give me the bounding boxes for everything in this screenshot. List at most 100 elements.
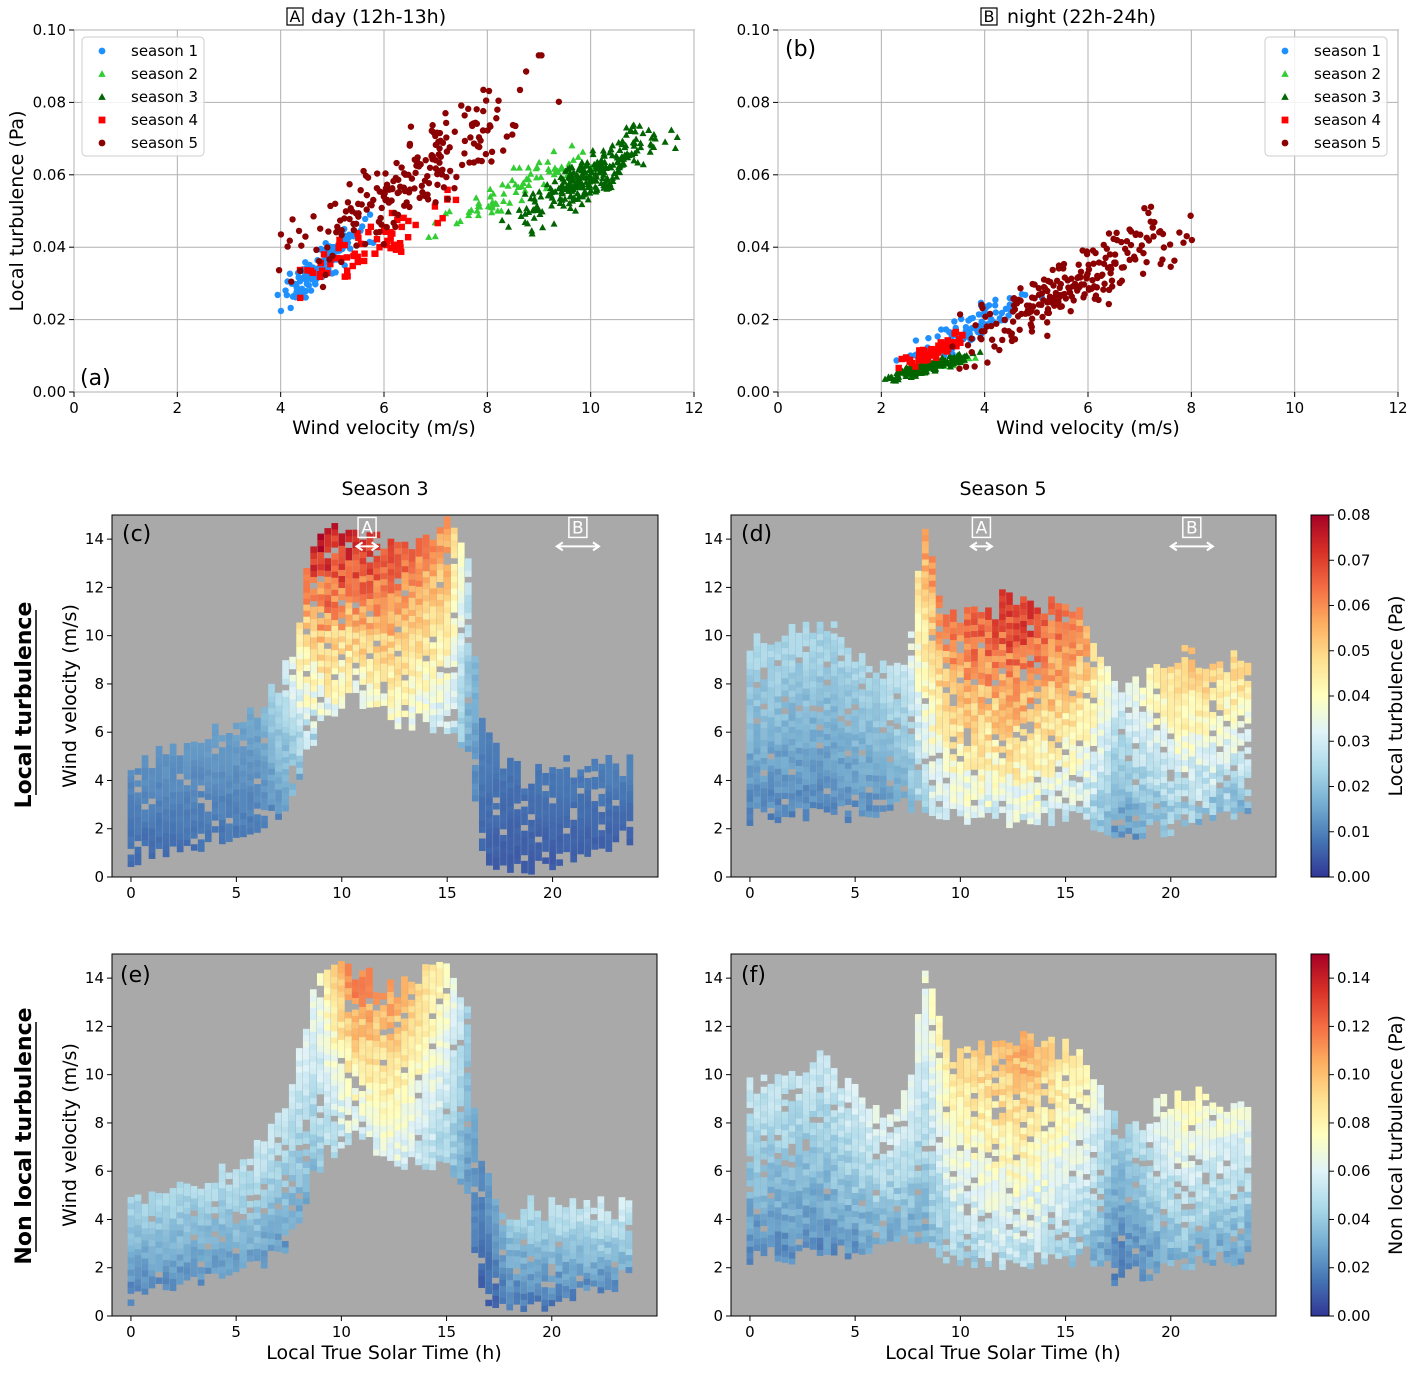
heatmap-cell bbox=[943, 656, 950, 664]
heatmap-cell bbox=[422, 594, 430, 602]
heatmap-cell bbox=[303, 712, 310, 720]
heatmap-cell bbox=[169, 834, 177, 841]
heatmap-cell bbox=[415, 640, 423, 648]
heatmap-cell bbox=[345, 553, 353, 561]
heatmap-cell bbox=[415, 604, 423, 611]
heatmap-cell bbox=[1188, 762, 1196, 769]
heatmap-cell bbox=[992, 727, 999, 735]
heatmap-cell bbox=[1195, 782, 1203, 789]
heatmap-cell bbox=[802, 808, 810, 816]
heatmap-cell bbox=[359, 569, 367, 577]
heatmap-cell bbox=[1244, 705, 1252, 712]
heatmap-cell bbox=[746, 771, 754, 778]
heatmap-cell bbox=[964, 721, 971, 729]
scatter-point bbox=[935, 345, 942, 352]
heatmap-cell bbox=[1041, 752, 1048, 759]
heatmap-cell bbox=[1069, 635, 1076, 643]
heatmap-cell bbox=[1090, 757, 1097, 765]
heatmap-cell bbox=[992, 673, 999, 681]
heatmap-cell bbox=[1167, 799, 1175, 806]
heatmap-cell bbox=[1048, 680, 1055, 688]
heatmap-cell bbox=[935, 613, 943, 621]
heatmap-cell bbox=[1090, 775, 1097, 783]
heatmap-cell bbox=[493, 772, 500, 780]
heatmap-cell bbox=[373, 616, 381, 623]
heatmap-cell bbox=[422, 715, 430, 723]
heatmap-cell bbox=[1202, 789, 1210, 796]
heatmap-cell bbox=[1132, 724, 1140, 732]
heatmap-cell bbox=[478, 796, 486, 803]
heatmap-cell bbox=[935, 619, 943, 627]
heatmap-cell bbox=[1041, 746, 1048, 753]
heatmap-cell bbox=[1125, 730, 1133, 738]
heatmap-cell bbox=[598, 799, 606, 807]
heatmap-cell bbox=[1202, 686, 1210, 694]
heatmap-cell bbox=[928, 797, 936, 804]
heatmap-cell bbox=[415, 652, 423, 660]
heatmap-cell bbox=[127, 854, 135, 861]
heatmap-cell bbox=[1139, 754, 1147, 761]
heatmap-cell bbox=[830, 645, 838, 652]
heatmap-cell bbox=[422, 643, 430, 650]
heatmap-cell bbox=[844, 774, 852, 781]
heatmap-cell bbox=[1104, 678, 1111, 685]
heatmap-cell bbox=[1097, 753, 1104, 760]
heatmap-cell bbox=[746, 777, 754, 784]
heatmap-cell bbox=[352, 547, 360, 555]
scatter-point bbox=[1111, 251, 1119, 258]
heatmap-cell bbox=[1146, 709, 1154, 717]
heatmap-cell bbox=[1160, 776, 1168, 784]
heatmap-cell bbox=[774, 762, 782, 769]
heatmap-cell bbox=[1223, 756, 1231, 764]
heatmap-cell bbox=[127, 794, 135, 801]
heatmap-cell bbox=[443, 631, 451, 638]
heatmap-cell bbox=[1090, 715, 1097, 722]
heatmap-cell bbox=[197, 791, 205, 798]
heatmap-cell bbox=[816, 748, 824, 755]
heatmap-cell bbox=[971, 715, 978, 722]
heatmap-cell bbox=[1104, 744, 1111, 751]
heatmap-cell bbox=[556, 811, 563, 818]
heatmap-cell bbox=[359, 563, 367, 571]
heatmap-cell bbox=[521, 830, 528, 838]
heatmap-cell bbox=[464, 733, 472, 740]
heatmap-cell bbox=[1069, 738, 1076, 745]
heatmap-cell bbox=[823, 769, 831, 777]
heatmap-cell bbox=[978, 720, 985, 728]
legend-marker bbox=[1281, 139, 1289, 147]
heatmap-cell bbox=[493, 791, 500, 798]
heatmap-cell bbox=[1069, 653, 1076, 661]
scatter-point bbox=[288, 278, 295, 285]
heatmap-cell bbox=[999, 728, 1006, 735]
heatmap-cell bbox=[900, 737, 908, 744]
heatmap-cell bbox=[900, 682, 908, 690]
heatmap-cell bbox=[802, 772, 810, 780]
heatmap-cell bbox=[352, 559, 360, 567]
scatter-point bbox=[630, 121, 638, 128]
heatmap-cell bbox=[767, 650, 775, 658]
scatter-point bbox=[544, 158, 552, 165]
scatter-point bbox=[332, 254, 339, 262]
heatmap-cell bbox=[893, 668, 901, 676]
heatmap-cell bbox=[450, 654, 458, 661]
scatter-point bbox=[1113, 236, 1121, 244]
scatter-point bbox=[584, 196, 592, 203]
heatmap-cell bbox=[464, 709, 472, 716]
heatmap-cell bbox=[943, 747, 950, 754]
x-tick-label: 15 bbox=[1056, 884, 1075, 902]
heatmap-cell bbox=[1097, 825, 1104, 833]
heatmap-cell bbox=[1034, 764, 1041, 771]
scatter-point bbox=[461, 150, 468, 157]
scatter-point bbox=[1147, 203, 1155, 211]
heatmap-cell bbox=[858, 659, 866, 666]
heatmap-cell bbox=[760, 679, 768, 686]
heatmap-cell bbox=[760, 727, 768, 734]
heatmap-cell bbox=[872, 720, 880, 728]
heatmap-cell bbox=[795, 741, 803, 748]
scatter-point bbox=[1055, 262, 1063, 269]
heatmap-cell bbox=[872, 714, 880, 722]
heatmap-cell bbox=[190, 826, 198, 833]
heatmap-cell bbox=[1055, 645, 1062, 652]
heatmap-cell bbox=[303, 700, 310, 708]
heatmap-cell bbox=[1076, 649, 1083, 657]
